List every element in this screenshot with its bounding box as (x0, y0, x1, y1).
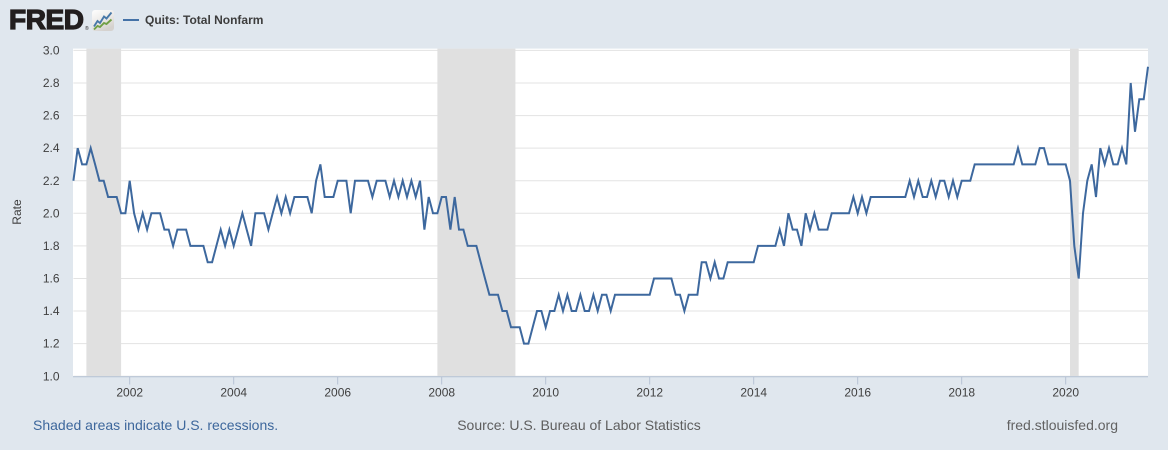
svg-text:2.4: 2.4 (43, 141, 60, 155)
svg-text:2.0: 2.0 (43, 206, 60, 220)
svg-text:Rate: Rate (10, 199, 24, 225)
svg-text:2006: 2006 (324, 385, 351, 399)
svg-text:2008: 2008 (428, 385, 455, 399)
svg-text:1.6: 1.6 (43, 272, 60, 286)
svg-text:1.0: 1.0 (43, 369, 60, 383)
svg-text:2014: 2014 (740, 385, 767, 399)
svg-text:2010: 2010 (532, 385, 559, 399)
svg-text:2012: 2012 (636, 385, 663, 399)
svg-text:1.2: 1.2 (43, 337, 60, 351)
svg-text:2004: 2004 (220, 385, 247, 399)
svg-text:2016: 2016 (844, 385, 871, 399)
svg-text:2.6: 2.6 (43, 109, 60, 123)
svg-text:2020: 2020 (1052, 385, 1079, 399)
svg-text:3.0: 3.0 (43, 44, 60, 58)
svg-text:1.4: 1.4 (43, 304, 60, 318)
svg-text:1.8: 1.8 (43, 239, 60, 253)
svg-text:2.2: 2.2 (43, 174, 60, 188)
svg-text:2002: 2002 (116, 385, 143, 399)
svg-text:2.8: 2.8 (43, 76, 60, 90)
svg-text:2018: 2018 (948, 385, 975, 399)
